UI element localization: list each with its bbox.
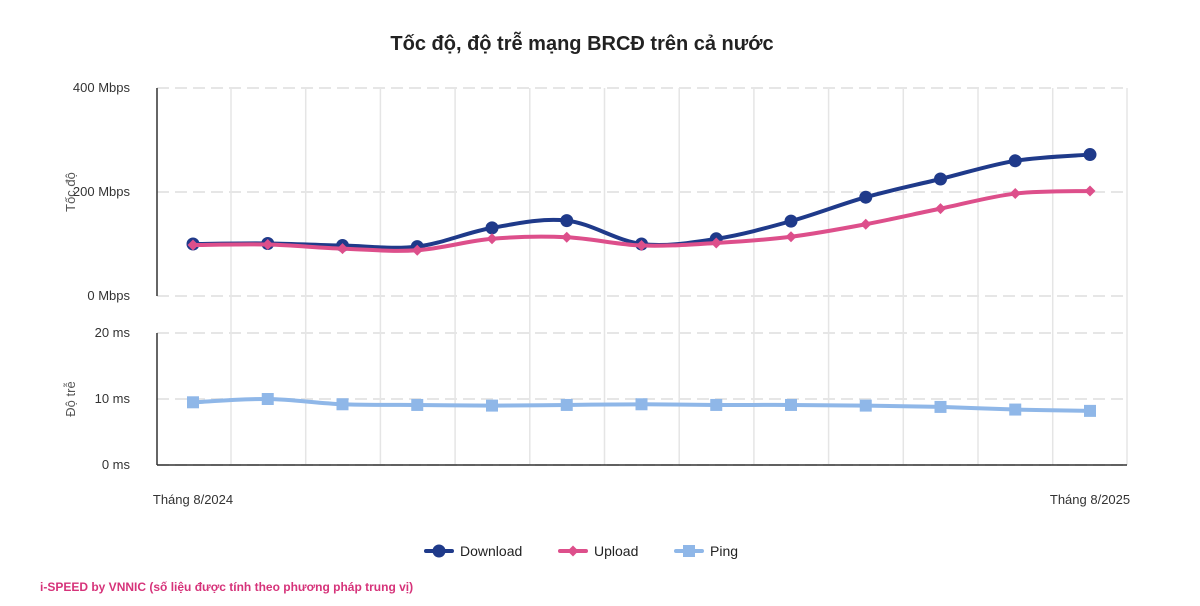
data-point-upload	[860, 218, 872, 230]
data-point-ping	[411, 398, 424, 411]
data-point-download	[560, 214, 574, 228]
data-point-upload	[935, 203, 946, 215]
data-point-download	[859, 190, 873, 204]
axes: 0 Mbps 200 Mbps 400 Mbps Tốc độ 0 ms 10 ms 20 …	[63, 80, 1130, 507]
data-point-upload	[1009, 188, 1021, 200]
data-point-upload	[337, 243, 348, 255]
data-point-download	[1083, 148, 1097, 162]
data-point-download	[485, 221, 499, 235]
legend-marker-ping	[683, 545, 695, 557]
y-tick-label: 400 Mbps	[73, 80, 131, 95]
data-point-ping	[560, 398, 573, 411]
data-point-ping	[859, 399, 872, 412]
data-point-upload	[1084, 185, 1096, 197]
y-tick-label: 0 ms	[102, 457, 131, 472]
data-point-upload	[486, 233, 498, 245]
grid	[157, 87, 1128, 466]
legend-item-download: Download	[424, 543, 522, 559]
data-point-ping	[1009, 403, 1022, 416]
x-tick-label: Tháng 8/2024	[153, 492, 233, 507]
data-point-upload	[411, 244, 423, 256]
legend-marker-download	[432, 544, 446, 558]
data-point-ping	[1084, 404, 1096, 417]
data-point-upload	[710, 237, 722, 249]
series-line-download	[191, 152, 1092, 250]
legend: Download Upload Ping	[424, 543, 738, 559]
data-point-ping	[710, 398, 723, 411]
y-axis-title-latency: Độ trễ	[63, 381, 78, 416]
data-point-ping	[486, 399, 498, 412]
legend-label-ping: Ping	[710, 543, 738, 559]
legend-label-upload: Upload	[594, 543, 638, 559]
y-tick-label: 0 Mbps	[87, 288, 130, 303]
data-point-download	[934, 172, 947, 186]
y-tick-label: 10 ms	[95, 391, 131, 406]
data-point-ping	[336, 398, 349, 411]
data-point-ping	[187, 396, 199, 409]
data-point-upload	[561, 231, 573, 243]
data-point-download	[784, 214, 798, 228]
data-point-upload	[636, 240, 647, 252]
chart-title: Tốc độ, độ trễ mạng BRCĐ trên cả nước	[390, 31, 773, 55]
legend-item-upload: Upload	[558, 543, 638, 559]
legend-item-ping: Ping	[674, 543, 738, 559]
y-tick-label: 200 Mbps	[73, 184, 131, 199]
data-point-ping	[261, 393, 274, 405]
data-point-upload	[187, 239, 199, 251]
data-point-upload	[785, 231, 797, 243]
data-point-upload	[262, 239, 274, 251]
legend-label-download: Download	[460, 543, 522, 559]
data-point-download	[1008, 154, 1022, 168]
data-point-ping	[934, 400, 947, 413]
series-layer	[186, 148, 1097, 417]
data-point-ping	[635, 398, 648, 411]
y-tick-label: 20 ms	[95, 325, 131, 340]
x-tick-label: Tháng 8/2025	[1050, 492, 1130, 507]
data-point-ping	[785, 398, 797, 411]
legend-marker-upload	[567, 545, 579, 557]
y-axis-title-speed: Tốc độ	[63, 172, 78, 212]
source-note: i-SPEED by VNNIC (số liệu được tính theo…	[40, 580, 413, 594]
